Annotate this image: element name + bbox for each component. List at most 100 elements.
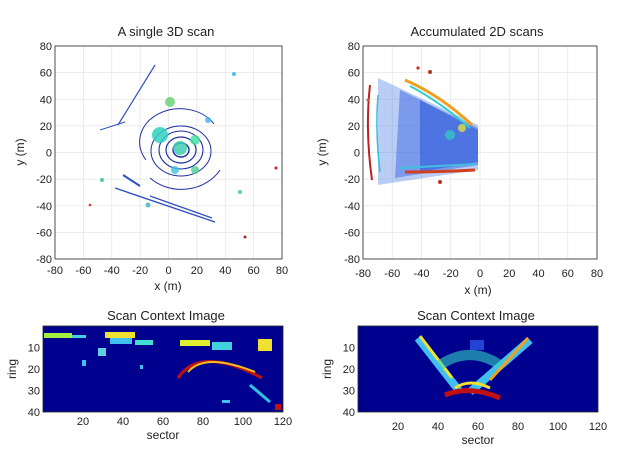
heatmap-cell: [44, 333, 72, 338]
panel-accumulated-2d-scans: Accumulated 2D scans -80 -60 -40 -20 0 20 40 60…: [315, 24, 603, 297]
ring-arc: [139, 108, 215, 161]
y-tick-label: -40: [36, 201, 52, 213]
y-tick-label: 60: [348, 68, 360, 80]
chart-title-accumulated-2d: Accumulated 2D scans: [411, 24, 544, 39]
x-tick-label: 0: [477, 268, 483, 280]
y-tick-label: 20: [348, 121, 360, 133]
chart-title-single-3d-scan: A single 3D scan: [118, 24, 215, 39]
point-cluster: [232, 72, 236, 76]
panel-scan-context-right: Scan Context Image 20 40 60 80 100 120 10 20 30…: [320, 308, 607, 447]
x-tick-labels-single: -80 -60 -40 -20 0 20 40 60 80: [47, 265, 288, 277]
x-tick-label: 40: [532, 268, 544, 280]
ring-arc: [165, 136, 197, 164]
scan-scatter-single: [88, 64, 278, 239]
heatmap-cells-left: [44, 332, 281, 410]
point-cluster: [274, 166, 278, 170]
x-tick-label: 20: [191, 265, 203, 277]
point-cluster: [88, 203, 92, 207]
x-tick-label: 60: [562, 268, 574, 280]
heatmap-cell: [105, 332, 135, 338]
point-cluster: [428, 70, 432, 74]
scan-edge: [376, 94, 381, 173]
y-tick-label: -40: [344, 201, 360, 213]
chart-title-scan-context-left: Scan Context Image: [107, 308, 225, 323]
x-tick-label: 40: [219, 265, 231, 277]
panel-scan-context-left: Scan Context Image 20 40 60 80 100 120 10 20 30…: [5, 308, 292, 442]
structure-line: [122, 174, 141, 187]
x-tick-label: 120: [274, 416, 292, 428]
ring-arc: [158, 130, 204, 170]
x-tick-label: 120: [589, 421, 607, 433]
y-tick-label: 20: [40, 121, 52, 133]
point-cluster: [145, 202, 151, 208]
x-tick-label: 60: [472, 421, 484, 433]
x-tick-label: -20: [132, 265, 148, 277]
y-tick-label: 10: [28, 343, 40, 355]
x-tick-labels-accumulated: -80 -60 -40 -20 0 20 40 60 80: [355, 268, 603, 280]
x-tick-label: 0: [165, 265, 171, 277]
x-tick-label: 20: [77, 416, 89, 428]
heatmap-frame-left: [42, 325, 284, 413]
x-tick-label: 60: [248, 265, 260, 277]
y-tick-label: -80: [36, 254, 52, 266]
point-cluster: [165, 97, 175, 107]
structure-line: [149, 195, 213, 219]
heatmap-cell: [488, 336, 530, 382]
point-cluster: [152, 127, 168, 143]
grid-single-3d-scan: [54, 45, 283, 260]
point-cluster: [366, 98, 370, 102]
heatmap-cell: [258, 339, 272, 351]
y-axis-label-ring-right: ring: [320, 359, 334, 379]
point-cluster: [445, 130, 455, 140]
y-tick-label: 60: [40, 68, 52, 80]
axes-frame-single: [54, 45, 283, 260]
scan-scatter-accumulated: [366, 66, 478, 185]
y-axis-label-single: y (m): [13, 138, 27, 165]
point-cluster: [243, 235, 247, 239]
x-tick-label: 80: [276, 265, 288, 277]
heatmap-cell: [414, 335, 464, 395]
x-tick-labels-scan-context-right: 20 40 60 80 100 120: [392, 421, 607, 433]
y-tick-label: 80: [40, 41, 52, 53]
y-tick-label: 30: [28, 386, 40, 398]
x-tick-label: -40: [104, 265, 120, 277]
x-axis-label-sector-right: sector: [462, 433, 495, 447]
point-cluster: [100, 178, 104, 182]
y-tick-label: -60: [36, 227, 52, 239]
x-tick-label: -60: [384, 268, 400, 280]
heatmap-cell: [444, 388, 501, 401]
structure-line: [114, 187, 216, 223]
heatmap-cell: [275, 404, 281, 410]
ring-arc: [150, 125, 212, 177]
point-cluster: [171, 166, 179, 174]
heatmap-cells-right: [414, 335, 533, 401]
point-cluster: [238, 190, 242, 194]
y-tick-label: -20: [36, 174, 52, 186]
x-tick-label: 40: [117, 416, 129, 428]
ring-arc: [149, 169, 221, 190]
point-cluster: [438, 180, 442, 184]
heatmap-cell: [418, 335, 454, 379]
heatmap-cell: [135, 340, 153, 345]
x-tick-label: 100: [234, 416, 252, 428]
y-tick-label: 20: [343, 364, 355, 376]
x-tick-label: 80: [197, 416, 209, 428]
scan-edge: [409, 85, 471, 129]
heatmap-background-right: [358, 326, 598, 412]
heatmap-cell: [180, 340, 210, 346]
heatmap-cell: [98, 348, 106, 356]
y-tick-labels-accumulated: 80 60 40 20 0 -20 -40 -60 -80: [344, 41, 360, 266]
y-tick-label: 30: [343, 386, 355, 398]
y-axis-label-ring-left: ring: [5, 359, 19, 379]
scan-edge: [366, 84, 373, 181]
scan-edge: [399, 163, 477, 169]
heatmap-frame-right: [357, 325, 599, 413]
point-cluster: [458, 124, 466, 132]
scan-edge: [404, 78, 474, 127]
x-tick-label: 40: [432, 421, 444, 433]
scan-edge: [404, 168, 476, 174]
heatmap-cell: [72, 335, 86, 338]
x-tick-label: -20: [443, 268, 459, 280]
point-cluster: [190, 135, 200, 145]
